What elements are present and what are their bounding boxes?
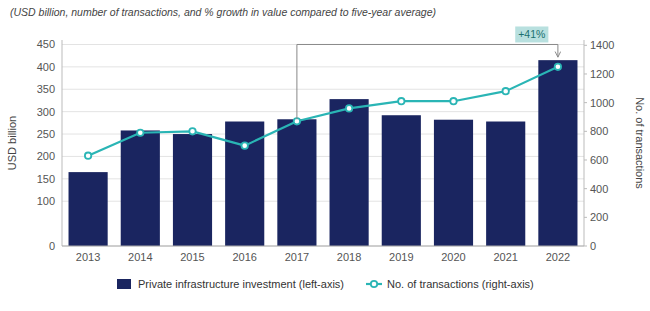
y2-tick-label: 1200 (590, 68, 614, 80)
x-tick-label: 2018 (337, 251, 361, 263)
y2-tick-label: 800 (590, 125, 608, 137)
line-point (242, 142, 248, 148)
y-tick-label: 350 (37, 83, 55, 95)
bracket-arrow (557, 44, 558, 57)
line (88, 67, 558, 156)
x-tick-label: 2015 (180, 251, 204, 263)
annotation: +41% (297, 26, 558, 119)
x-axis-line (62, 246, 584, 247)
bar (173, 134, 212, 246)
x-tick-label: 2020 (441, 251, 465, 263)
y2-tick-label: 1400 (590, 39, 614, 51)
y-tick-label: 200 (37, 150, 55, 162)
legend-item: Private infrastructure investment (left-… (117, 278, 344, 290)
y-axis-line (62, 40, 63, 246)
bracket-line (297, 44, 558, 45)
line-point (555, 64, 561, 70)
legend: Private infrastructure investment (left-… (117, 278, 534, 290)
y-axis-title: USD billion (6, 116, 18, 170)
legend-marker (371, 281, 377, 287)
x-tick-label: 2016 (232, 251, 256, 263)
bar (538, 60, 577, 246)
line-point (346, 105, 352, 111)
y2-axis-title: No. of transactions (634, 97, 646, 189)
grid-line (62, 66, 584, 67)
y-tick-label: 0 (49, 240, 55, 252)
y-tick-label: 400 (37, 61, 55, 73)
x-tick-label: 2017 (285, 251, 309, 263)
y-tick-label: 150 (37, 173, 55, 185)
line-point (85, 152, 91, 158)
subtitle: (USD billion, number of transactions, an… (10, 6, 436, 18)
y-tick-label: 450 (37, 38, 55, 50)
grid-line (62, 44, 584, 45)
bar (121, 130, 160, 246)
bracket-start (296, 44, 297, 119)
bar (330, 99, 369, 246)
y-tick-label: 300 (37, 106, 55, 118)
bar (486, 122, 525, 246)
y-tick-label: 250 (37, 128, 55, 140)
y2-tick-label: 1000 (590, 97, 614, 109)
y2-tick-label: 400 (590, 183, 608, 195)
line-point (503, 88, 509, 94)
plot-area (69, 60, 578, 246)
x-tick-label: 2022 (546, 251, 570, 263)
legend-item: No. of transactions (right-axis) (366, 278, 534, 290)
grid-line (62, 246, 584, 247)
bar (382, 115, 421, 246)
bar (69, 172, 108, 246)
y-tick-label: 100 (37, 195, 55, 207)
grid (62, 44, 584, 246)
annotation-text: +41% (518, 28, 545, 40)
line-point (137, 130, 143, 136)
x-tick-label: 2014 (128, 251, 152, 263)
line-point (189, 128, 195, 134)
bar (434, 120, 473, 246)
chart: (USD billion, number of transactions, an… (0, 0, 650, 311)
legend-swatch (117, 279, 131, 289)
line-point (398, 98, 404, 104)
annotation-box (515, 26, 548, 42)
legend-label: Private infrastructure investment (left-… (138, 278, 344, 290)
y2-tick-label: 600 (590, 154, 608, 166)
bar (277, 119, 316, 246)
x-tick-label: 2013 (76, 251, 100, 263)
x-tick-label: 2021 (493, 251, 517, 263)
y2-tick-label: 0 (590, 240, 596, 252)
legend-label: No. of transactions (right-axis) (387, 278, 534, 290)
grid-line (62, 111, 584, 112)
line-point (450, 98, 456, 104)
x-tick-label: 2019 (389, 251, 413, 263)
y2-axis-line (584, 40, 585, 246)
y2-tick-label: 200 (590, 211, 608, 223)
